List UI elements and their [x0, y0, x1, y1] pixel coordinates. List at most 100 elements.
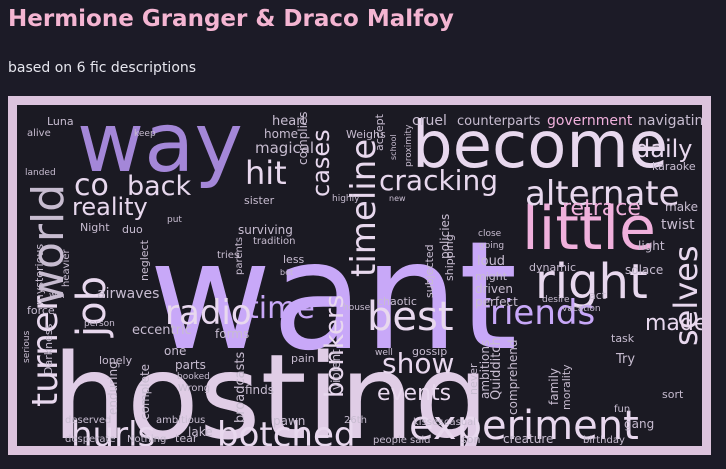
word-new: new	[389, 194, 406, 203]
word-subjected: subjected	[423, 244, 436, 298]
word-shipping: shipping	[443, 234, 456, 281]
word-sister: sister	[244, 194, 275, 207]
word-morality: morality	[560, 364, 573, 410]
word-policies: policies	[438, 214, 452, 259]
word-way: way	[77, 105, 243, 191]
word-complies: complies	[296, 111, 310, 165]
word-light: light	[638, 239, 665, 253]
word-landed: landed	[25, 168, 56, 178]
word-driven: driven	[475, 282, 513, 296]
word-cruel: cruel	[412, 113, 447, 129]
word-timeline: timeline	[344, 139, 384, 277]
word-reality: reality	[72, 193, 148, 221]
word-hurls: hurls	[71, 415, 155, 446]
word-weighs: Weighs	[346, 128, 386, 141]
word-cloud: want hosting way become little right world job t…	[17, 105, 702, 446]
word-violent: violent	[329, 349, 343, 390]
word-cases: cases	[307, 129, 335, 197]
word-said: said	[410, 435, 430, 446]
word-vacation: vacation	[562, 304, 601, 314]
word-keep: keep	[134, 129, 156, 139]
word-close: close	[478, 229, 502, 239]
word-hosting: hosting	[52, 328, 489, 446]
word-made: made	[645, 311, 702, 336]
word-parts: parts	[175, 358, 206, 372]
word-school: school	[389, 134, 398, 160]
word-turner: turner	[25, 296, 66, 407]
word-world: world	[23, 184, 74, 305]
word-accept: accept	[373, 113, 386, 151]
word-home: home	[264, 127, 298, 141]
word-gang: gang	[624, 417, 654, 431]
word-duo: duo	[122, 223, 143, 236]
word-darkness: Darkness	[42, 323, 55, 375]
word-gossip: gossip	[412, 345, 447, 358]
word-creature: creature	[503, 432, 553, 446]
page-subtitle: based on 6 fic descriptions	[8, 60, 197, 76]
word-heart: heart	[272, 114, 307, 129]
word-hit: hit	[245, 154, 287, 192]
word-forms: forms	[215, 327, 249, 341]
word-desire: desire	[542, 295, 570, 305]
word-people: people	[373, 435, 407, 446]
word-highly: highly	[332, 194, 360, 204]
word-put: put	[167, 215, 182, 225]
word-never: never	[467, 363, 480, 395]
word-fun: fun	[614, 404, 630, 415]
word-force: force	[27, 304, 55, 317]
word-mysterious: mysterious	[33, 244, 46, 305]
word-karaoke: karaoke	[652, 160, 696, 173]
word-lonely: lonely	[99, 354, 133, 367]
word-airwaves: airwaves	[97, 286, 159, 302]
word-task: task	[611, 332, 635, 345]
word-wrong: Wrong	[178, 383, 210, 394]
word-magical: magical	[255, 139, 314, 157]
word-might: might	[475, 270, 508, 283]
word-act: act	[589, 289, 607, 302]
word-going: going	[479, 241, 504, 251]
word-dynamic: dynamic	[529, 261, 576, 274]
word-luna: Luna	[47, 115, 74, 128]
word-nothing: Nothing	[127, 434, 166, 445]
word-casual: casual	[444, 417, 476, 428]
word-less: less	[283, 253, 305, 266]
word-birthday: birthday	[583, 435, 625, 446]
word-loud: loud	[477, 254, 505, 269]
word-serious: serious	[22, 330, 32, 363]
word-job: job	[69, 276, 115, 338]
word-retrace: retrace	[562, 196, 641, 221]
word-cracking: cracking	[379, 164, 498, 197]
word-co: co	[74, 168, 109, 203]
word-complete: complete	[138, 364, 152, 420]
word-cloud-frame: want hosting way become little right world job t…	[8, 96, 711, 455]
word-family: family	[547, 368, 561, 405]
page-title: Hermione Granger & Draco Malfoy	[8, 6, 454, 32]
word-booked: booked	[177, 372, 210, 382]
word-selves: selves	[667, 245, 702, 346]
word-26th: 26th	[344, 415, 367, 426]
word-show: show	[382, 347, 454, 380]
word-ambitious: ambitious	[156, 415, 205, 426]
word-twist: twist	[661, 217, 695, 233]
word-night: Night	[80, 221, 110, 234]
word-well: well	[375, 348, 393, 358]
word-heavier: heavier	[61, 249, 72, 287]
word-one: one	[164, 344, 186, 358]
word-back: back	[127, 171, 192, 202]
word-house: house	[343, 303, 371, 313]
word-solace: solace	[625, 263, 663, 277]
word-counterparts: counterparts	[457, 114, 541, 129]
word-events: events	[377, 381, 451, 406]
word-alive: alive	[27, 128, 51, 139]
word-surviving: surviving	[238, 223, 293, 237]
word-finds: finds	[245, 383, 274, 397]
word-parents: parents	[234, 237, 245, 275]
word-ambitions: ambitions	[478, 340, 492, 399]
word-experiment: experiment	[409, 403, 639, 446]
word-deserved: deserved	[65, 415, 111, 426]
word-person: person	[84, 319, 115, 329]
word-make: make	[665, 200, 698, 214]
word-best: best	[367, 294, 454, 340]
word-broadcasts: broadcasts	[233, 352, 248, 423]
